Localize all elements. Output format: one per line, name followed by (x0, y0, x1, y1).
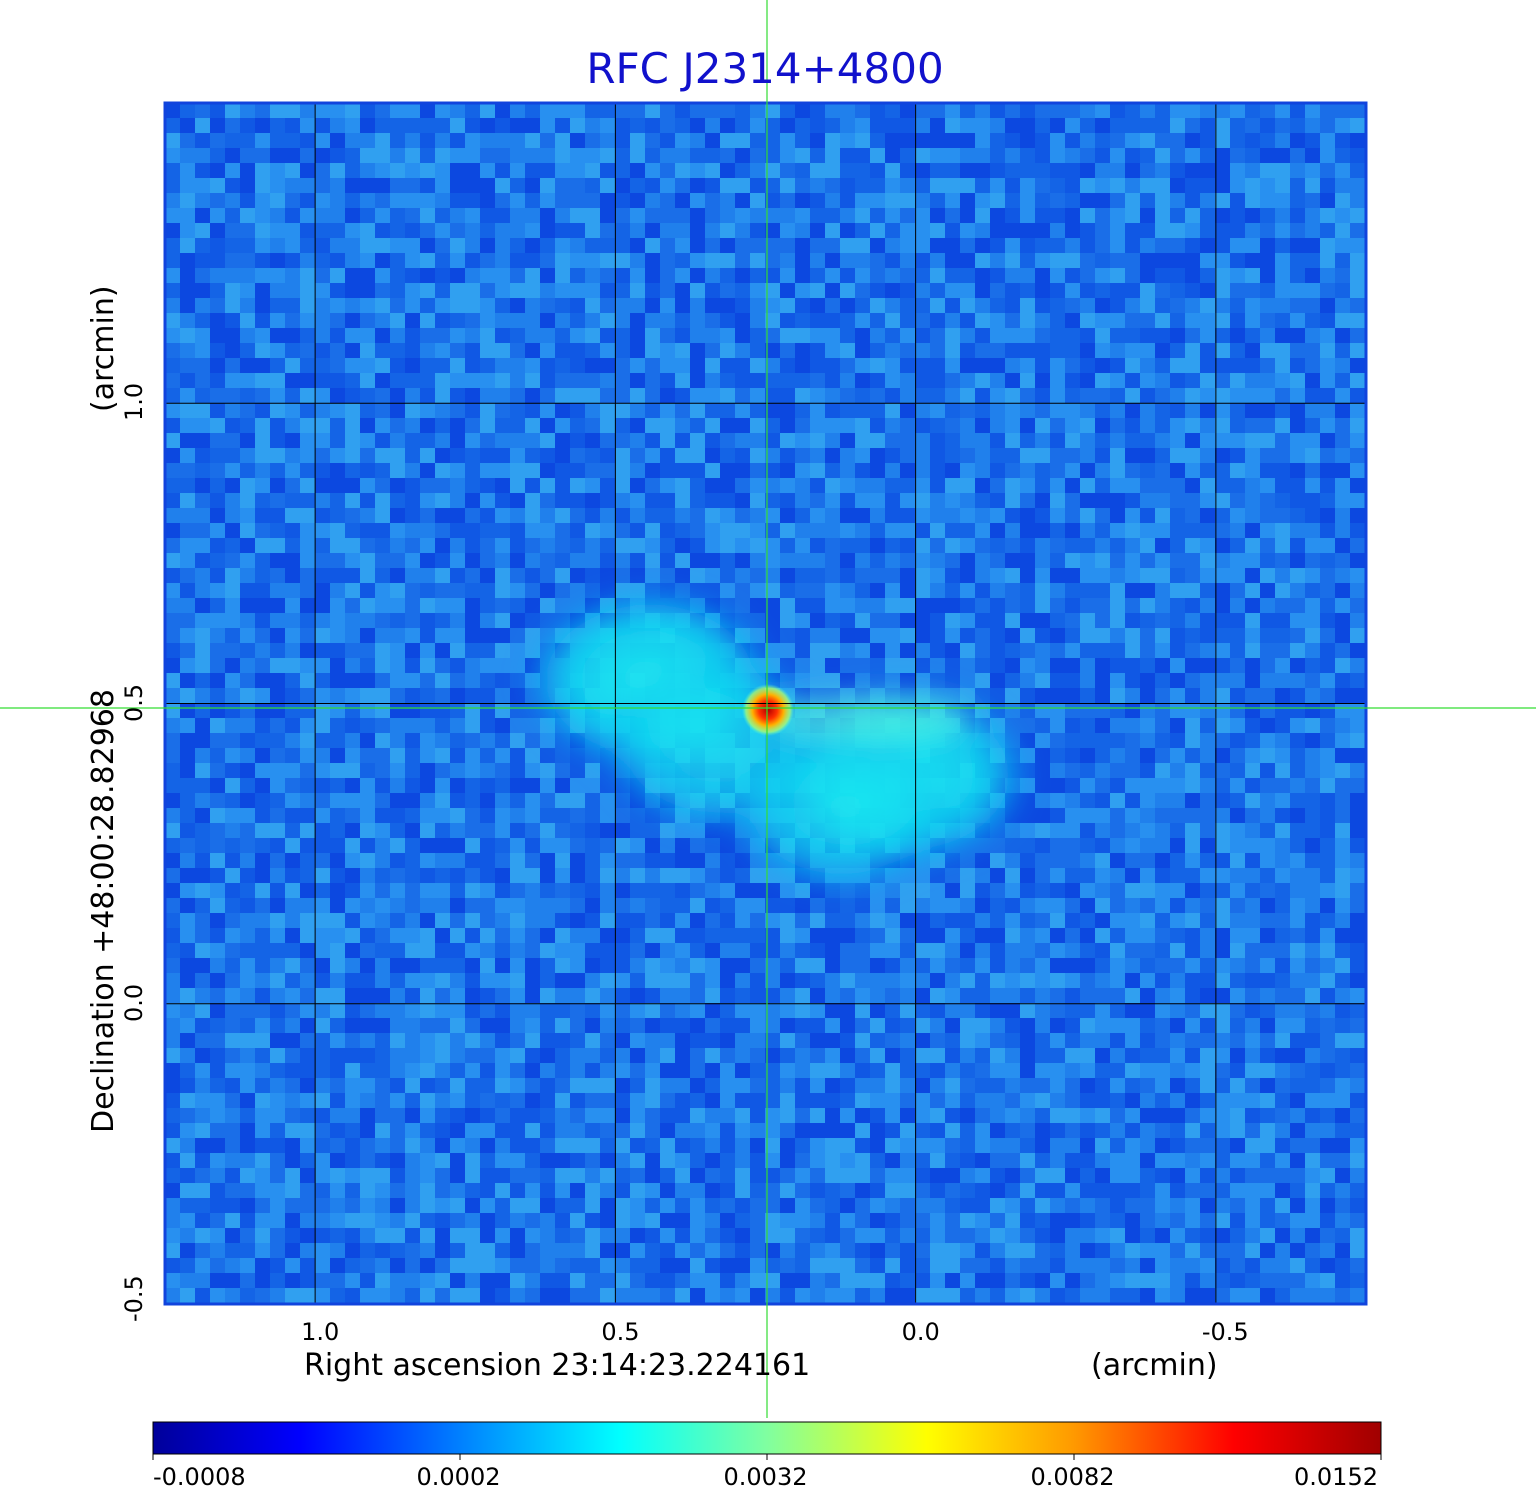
colorbar-tick-label: 0.0082 (1030, 1463, 1115, 1491)
chart-title: RFC J2314+4800 (586, 44, 944, 93)
x-tick-label: 1.0 (301, 1318, 340, 1346)
y-tick-label: -0.5 (120, 1275, 148, 1322)
colorbar-tick-label: 0.0032 (723, 1463, 808, 1491)
y-axis-label: Declination +48:00:28.82968 (86, 689, 121, 1133)
x-tick-label: -0.5 (1201, 1318, 1249, 1346)
noise-pixels (165, 103, 1366, 1304)
x-axis-label: Right ascension 23:14:23.224161 (304, 1348, 811, 1383)
x-axis-unit: (arcmin) (1091, 1348, 1218, 1383)
y-tick-label: 0.5 (120, 683, 148, 722)
y-tick-label: 1.0 (120, 383, 148, 422)
core-peak (742, 684, 794, 736)
colorbar-tick-label: 0.0002 (416, 1463, 501, 1491)
extended-emission (525, 590, 1030, 890)
colorbar (152, 1421, 1382, 1455)
y-axis-unit: (arcmin) (86, 285, 121, 412)
colorbar-ticks (152, 1454, 1382, 1460)
colorbar-tick-label: -0.0008 (153, 1463, 246, 1491)
x-tick-label: 0.5 (601, 1318, 640, 1346)
x-tick-label: 0.0 (901, 1318, 940, 1346)
plot-frame (163, 101, 1368, 1306)
colorbar-tick-label: 0.0152 (1294, 1463, 1378, 1491)
y-tick-label: 0.0 (120, 983, 148, 1022)
